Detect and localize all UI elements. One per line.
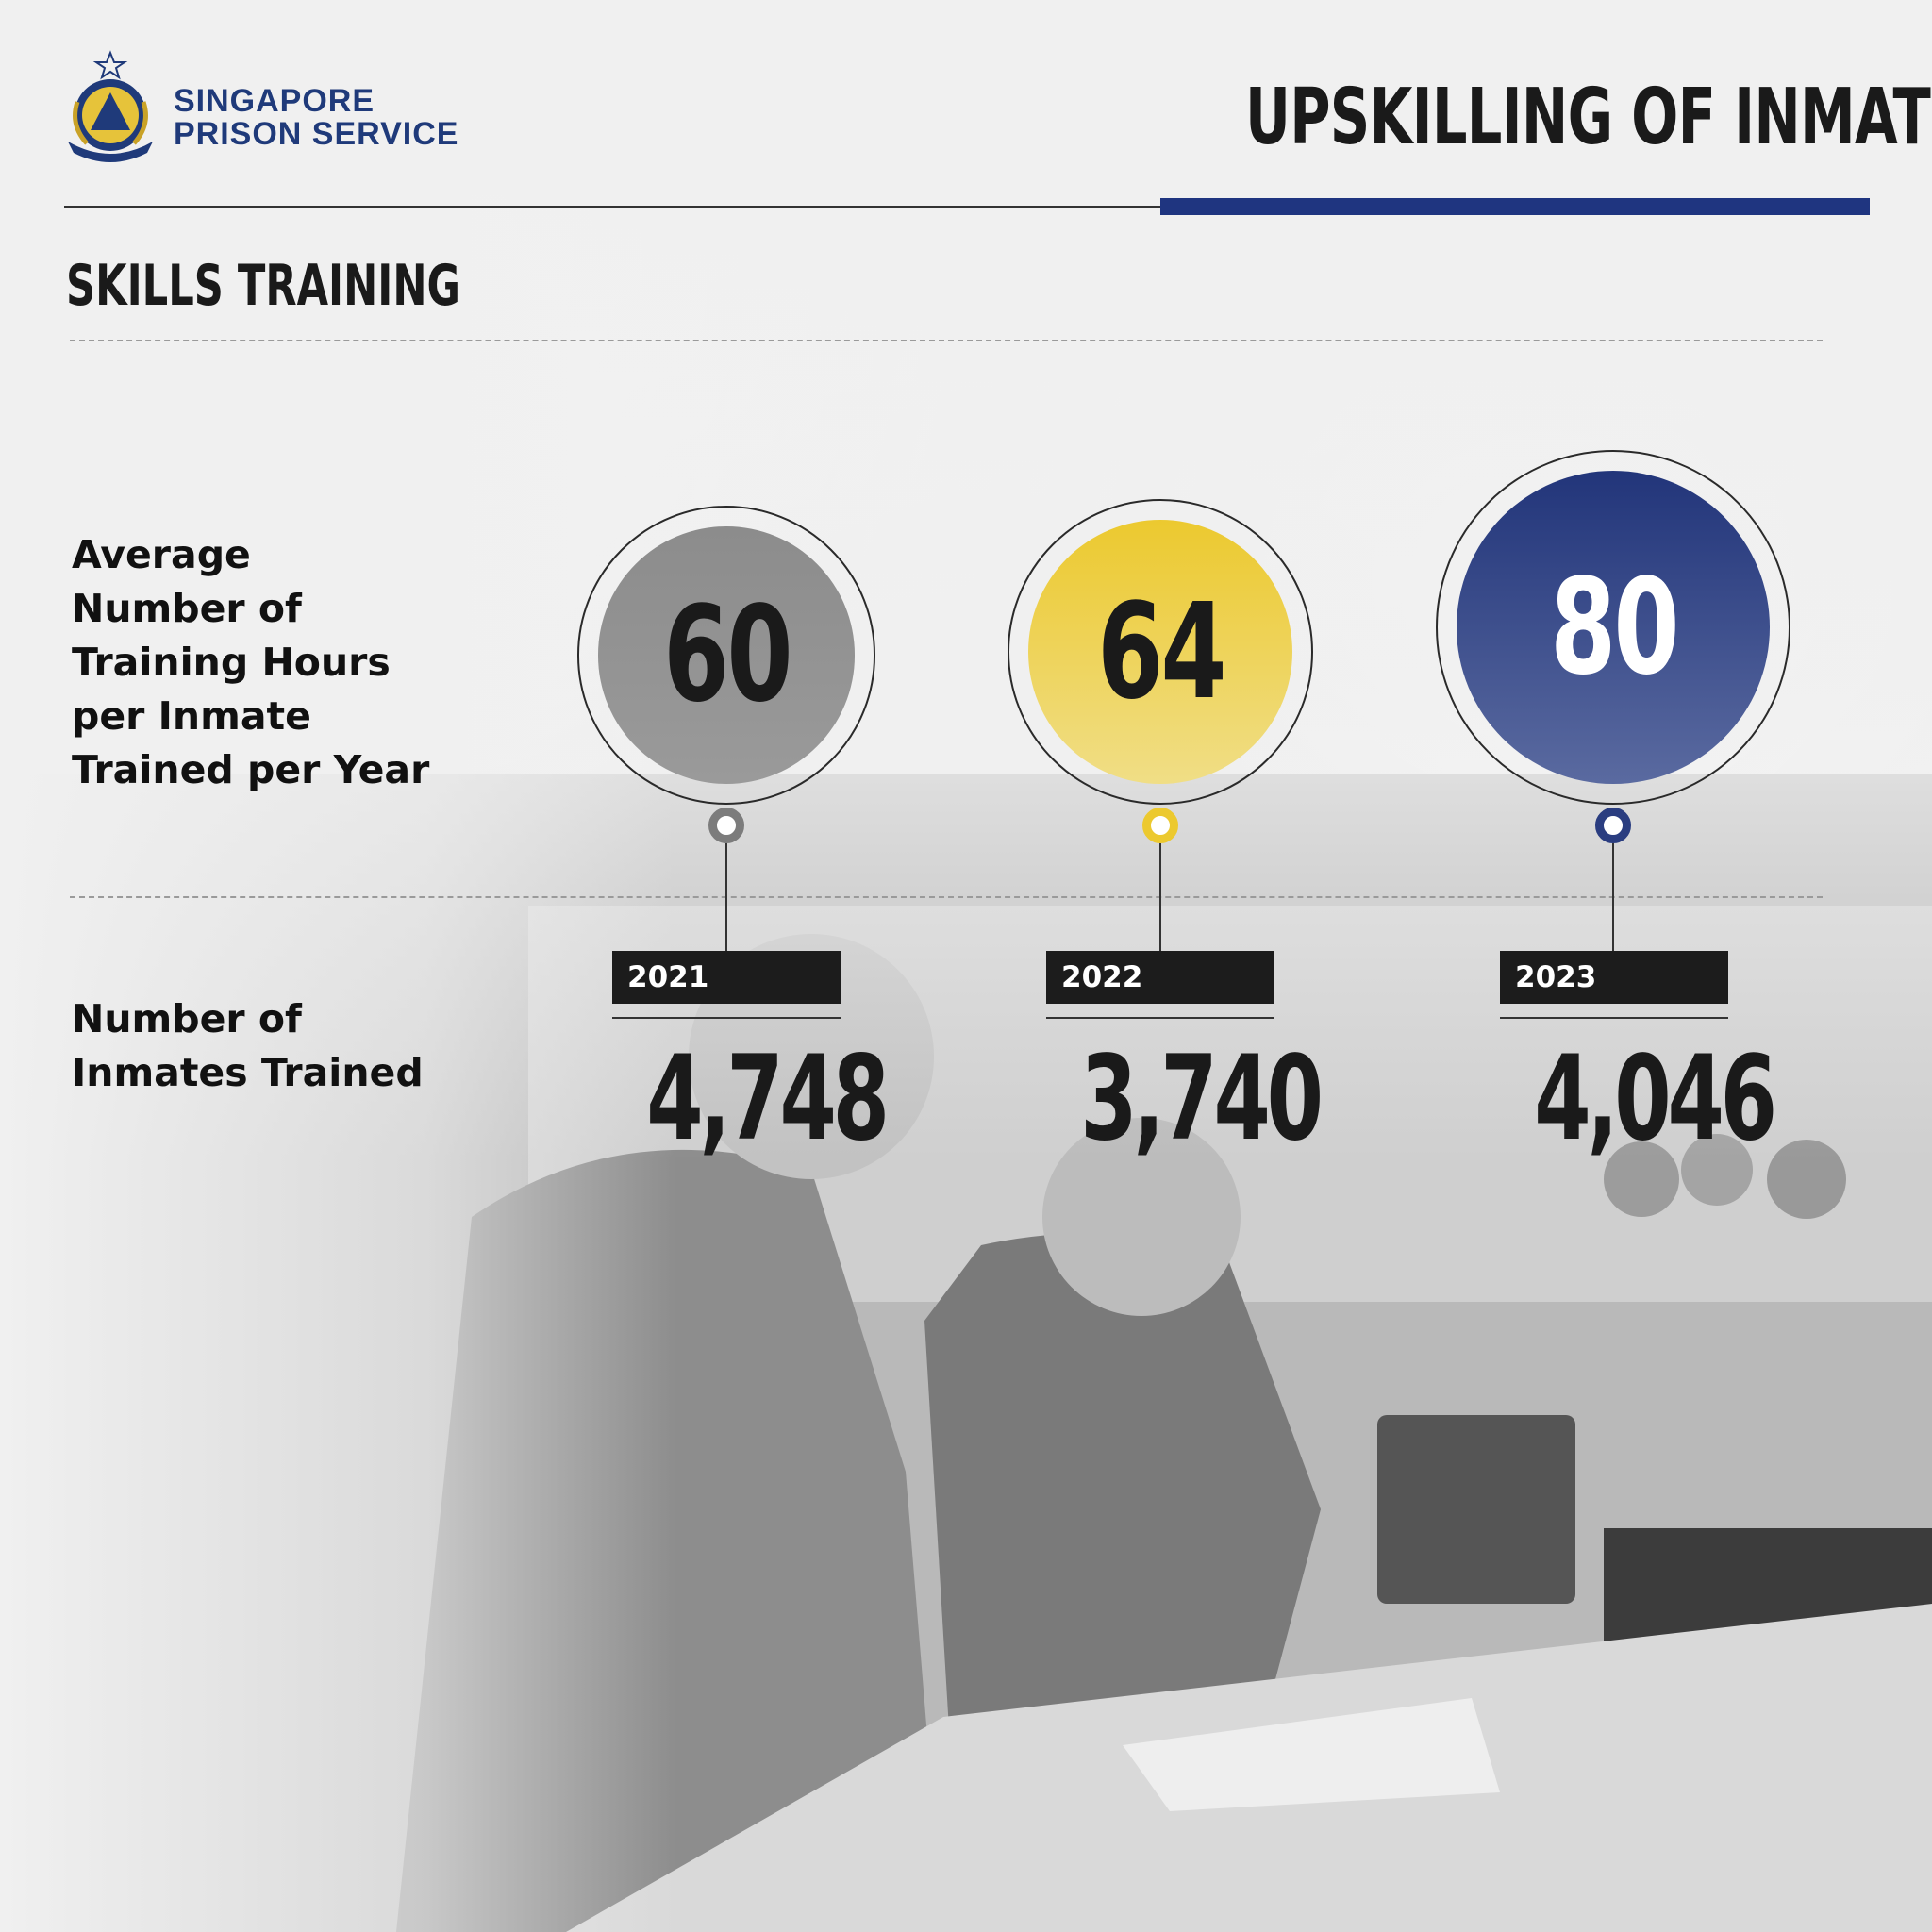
- year-underline-2023: [1500, 1017, 1728, 1019]
- hours-bubble-2021: 60: [597, 526, 856, 784]
- year-node-2021: [708, 808, 744, 843]
- header-rule: [64, 206, 1160, 208]
- row-divider: [70, 896, 1823, 898]
- inmates-count-2023: 4,046: [1534, 1031, 1777, 1167]
- hours-label-line: Trained per Year: [72, 747, 430, 792]
- year-label-2023: 2023: [1500, 951, 1728, 1004]
- hours-ring-2023: [1436, 450, 1790, 805]
- brand-name: SINGAPORE PRISON SERVICE: [174, 85, 458, 151]
- year-node-2022: [1142, 808, 1178, 843]
- hours-bubble-2022: 64: [1028, 520, 1292, 784]
- brand-line-2: PRISON SERVICE: [174, 116, 459, 152]
- inmates-row-label: Number of Inmates Trained: [72, 992, 424, 1100]
- hours-row-label: Average Number of Training Hours per Inm…: [72, 528, 429, 797]
- hours-label-line: Number of: [72, 586, 302, 631]
- hours-bubble-2023: 80: [1457, 471, 1770, 784]
- year-connector-2022: [1159, 843, 1161, 951]
- hours-label-line: Training Hours: [72, 640, 391, 685]
- inmates-label-line: Inmates Trained: [72, 1050, 424, 1095]
- inmates-count-2021: 4,748: [646, 1031, 890, 1167]
- year-node-2023: [1595, 808, 1631, 843]
- page-title: UPSKILLING OF INMATES: [1245, 73, 1932, 162]
- hours-value-2021: 60: [662, 578, 792, 733]
- hours-value-2022: 64: [1096, 575, 1226, 729]
- year-label-2021: 2021: [612, 951, 841, 1004]
- inmates-label-line: Number of: [72, 996, 302, 1041]
- brand-line-1: SINGAPORE: [174, 83, 375, 119]
- header-accent-bar: [1160, 198, 1870, 215]
- year-connector-2023: [1612, 843, 1614, 951]
- hours-ring-2022: [1008, 499, 1313, 805]
- year-label-2022: 2022: [1046, 951, 1274, 1004]
- year-underline-2021: [612, 1017, 841, 1019]
- prison-service-crest-logo: [68, 50, 153, 162]
- hours-value-2023: 80: [1549, 550, 1679, 705]
- year-underline-2022: [1046, 1017, 1274, 1019]
- inmates-count-2022: 3,740: [1080, 1031, 1324, 1167]
- hours-label-line: per Inmate: [72, 693, 311, 739]
- hours-label-line: Average: [72, 532, 251, 577]
- section-title: SKILLS TRAINING: [66, 253, 460, 319]
- section-divider: [70, 340, 1823, 341]
- year-connector-2021: [725, 843, 727, 951]
- hours-ring-2021: [576, 506, 876, 805]
